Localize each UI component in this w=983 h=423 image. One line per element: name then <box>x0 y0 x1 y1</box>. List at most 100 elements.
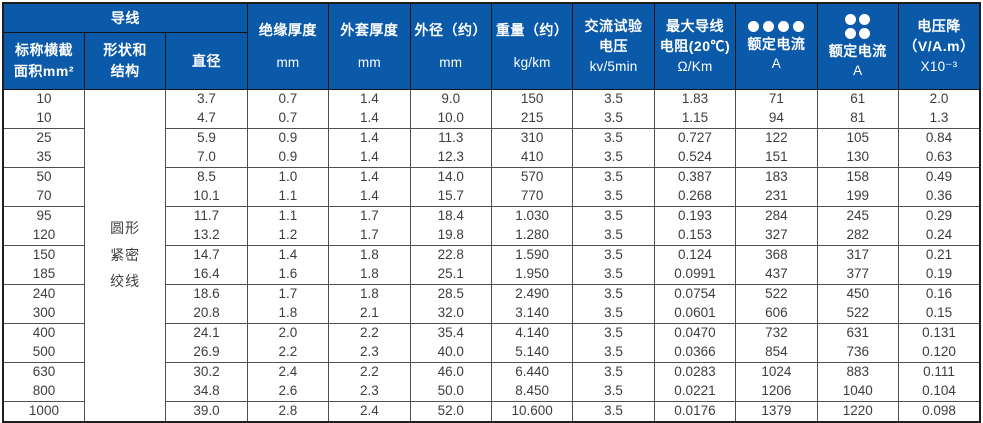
header-insulation-thickness: 绝缘厚度 mm <box>246 2 330 90</box>
cell-voltage-drop: 0.63 <box>897 147 981 167</box>
cell-area: 25 <box>2 127 85 148</box>
cell-voltage-drop: 0.15 <box>897 303 981 323</box>
cell-area: 10 <box>2 89 85 109</box>
cell-insulation-thickness: 1.0 <box>246 166 330 187</box>
cell-rated-current-4core: 327 <box>735 225 818 245</box>
table-row: 240 18.6 1.7 1.8 28.5 2.490 3.5 0.0754 522 450 0.1… <box>2 283 981 304</box>
cell-max-resistance: 0.0754 <box>653 283 737 304</box>
cell-voltage-drop: 0.84 <box>897 127 981 148</box>
header-conductor-group: 导线 <box>2 2 248 33</box>
cell-insulation-thickness: 2.4 <box>246 361 330 382</box>
cell-weight: 3.140 <box>490 303 574 323</box>
table-row: 185 16.4 1.6 1.8 25.1 1.950 3.5 0.0991 437 377 0.1… <box>2 264 981 284</box>
cell-rated-current-4core: 732 <box>735 322 818 343</box>
cell-rated-current-2x2: 282 <box>816 225 899 245</box>
cell-rated-current-4core: 122 <box>735 127 818 148</box>
cell-outer-diameter: 10.0 <box>409 108 492 128</box>
cell-sheath-thickness: 2.2 <box>328 322 411 343</box>
cell-max-resistance: 0.387 <box>653 166 737 187</box>
cell-sheath-thickness: 1.4 <box>328 89 411 109</box>
cell-area: 70 <box>2 186 85 206</box>
cell-ac-test-voltage: 3.5 <box>572 244 655 265</box>
cell-outer-diameter: 14.0 <box>409 166 492 187</box>
cell-ac-test-voltage: 3.5 <box>572 186 655 206</box>
cell-rated-current-4core: 854 <box>735 342 818 362</box>
cell-sheath-thickness: 1.8 <box>328 264 411 284</box>
cell-rated-current-2x2: 883 <box>816 361 899 382</box>
cell-area: 400 <box>2 322 85 343</box>
table-header: 导线 绝缘厚度 mm 外套厚度 mm 外径（约） <box>2 2 981 90</box>
cell-diameter: 10.1 <box>165 186 248 206</box>
cell-insulation-thickness: 2.0 <box>246 322 330 343</box>
cell-max-resistance: 0.524 <box>653 147 737 167</box>
header-sheath-thickness: 外套厚度 mm <box>328 2 411 90</box>
cell-max-resistance: 0.0283 <box>653 361 737 382</box>
cell-rated-current-2x2: 105 <box>816 127 899 148</box>
cell-sheath-thickness: 1.7 <box>328 225 411 245</box>
cell-weight: 10.600 <box>490 400 574 422</box>
cell-voltage-drop: 0.104 <box>897 381 981 401</box>
cell-outer-diameter: 50.0 <box>409 381 492 401</box>
cell-weight: 2.490 <box>490 283 574 304</box>
cell-insulation-thickness: 0.7 <box>246 89 330 109</box>
cell-area: 50 <box>2 166 85 187</box>
header-outer-diameter: 外径（约） mm <box>409 2 492 90</box>
cell-ac-test-voltage: 3.5 <box>572 381 655 401</box>
cell-area: 240 <box>2 283 85 304</box>
cell-diameter: 30.2 <box>165 361 248 382</box>
cell-sheath-thickness: 1.4 <box>328 147 411 167</box>
cell-outer-diameter: 32.0 <box>409 303 492 323</box>
cell-rated-current-2x2: 377 <box>816 264 899 284</box>
header-conductor-label: 导线 <box>110 9 140 26</box>
cell-ac-test-voltage: 3.5 <box>572 147 655 167</box>
cell-rated-current-4core: 183 <box>735 166 818 187</box>
cell-max-resistance: 0.193 <box>653 205 737 226</box>
cell-diameter: 18.6 <box>165 283 248 304</box>
cell-shape-structure: 圆形 紧密 绞线 <box>83 89 167 422</box>
cell-ac-test-voltage: 3.5 <box>572 127 655 148</box>
cell-sheath-thickness: 2.2 <box>328 361 411 382</box>
header-weight: 重量（约） kg/km <box>490 2 574 90</box>
cell-diameter: 20.8 <box>165 303 248 323</box>
cell-ac-test-voltage: 3.5 <box>572 225 655 245</box>
cell-weight: 770 <box>490 186 574 206</box>
cell-insulation-thickness: 1.1 <box>246 186 330 206</box>
cell-sheath-thickness: 2.3 <box>328 342 411 362</box>
cell-rated-current-4core: 1024 <box>735 361 818 382</box>
cell-weight: 5.140 <box>490 342 574 362</box>
cell-area: 630 <box>2 361 85 382</box>
cell-rated-current-4core: 606 <box>735 303 818 323</box>
cell-rated-current-2x2: 736 <box>816 342 899 362</box>
cell-sheath-thickness: 1.4 <box>328 108 411 128</box>
table-row: 25 5.9 0.9 1.4 11.3 310 3.5 0.727 122 105 0.84 <box>2 127 981 148</box>
four-dots-row-icon <box>748 20 805 32</box>
cell-diameter: 8.5 <box>165 166 248 187</box>
cell-voltage-drop: 0.29 <box>897 205 981 226</box>
cell-voltage-drop: 0.131 <box>897 322 981 343</box>
header-ac-test-voltage: 交流试验 电压 kv/5min <box>572 2 655 90</box>
header-voltage-drop: 电压降 （V/A.m） X10⁻³ <box>897 2 981 90</box>
cell-ac-test-voltage: 3.5 <box>572 322 655 343</box>
cell-insulation-thickness: 2.8 <box>246 400 330 422</box>
cell-rated-current-2x2: 1220 <box>816 400 899 422</box>
cell-max-resistance: 0.0601 <box>653 303 737 323</box>
four-dots-grid-icon <box>844 13 871 39</box>
cell-weight: 1.950 <box>490 264 574 284</box>
cell-max-resistance: 0.0991 <box>653 264 737 284</box>
cell-ac-test-voltage: 3.5 <box>572 283 655 304</box>
cell-diameter: 7.0 <box>165 147 248 167</box>
header-area: 标称横截 面积mm² <box>2 31 85 90</box>
header-shape-structure: 形状和 结构 <box>83 31 167 90</box>
cell-max-resistance: 0.153 <box>653 225 737 245</box>
cell-diameter: 14.7 <box>165 244 248 265</box>
cell-max-resistance: 1.83 <box>653 89 737 109</box>
cell-rated-current-4core: 94 <box>735 108 818 128</box>
cell-sheath-thickness: 1.4 <box>328 127 411 148</box>
table-row: 120 13.2 1.2 1.7 19.8 1.280 3.5 0.153 327 282 0.24 <box>2 225 981 245</box>
cell-diameter: 39.0 <box>165 400 248 422</box>
cell-insulation-thickness: 1.4 <box>246 244 330 265</box>
cell-sheath-thickness: 2.4 <box>328 400 411 422</box>
cell-max-resistance: 0.0366 <box>653 342 737 362</box>
header-diameter: 直径 <box>165 31 248 90</box>
